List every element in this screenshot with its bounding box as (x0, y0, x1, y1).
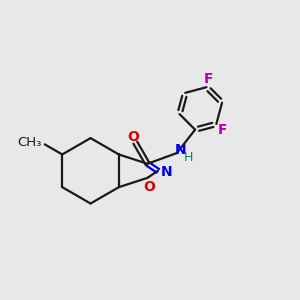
Text: F: F (204, 72, 213, 86)
Text: F: F (218, 123, 227, 137)
Text: CH₃: CH₃ (17, 136, 42, 149)
Text: N: N (160, 165, 172, 179)
Text: O: O (127, 130, 139, 144)
Text: H: H (183, 151, 193, 164)
Text: O: O (143, 180, 155, 194)
Text: N: N (175, 142, 186, 157)
